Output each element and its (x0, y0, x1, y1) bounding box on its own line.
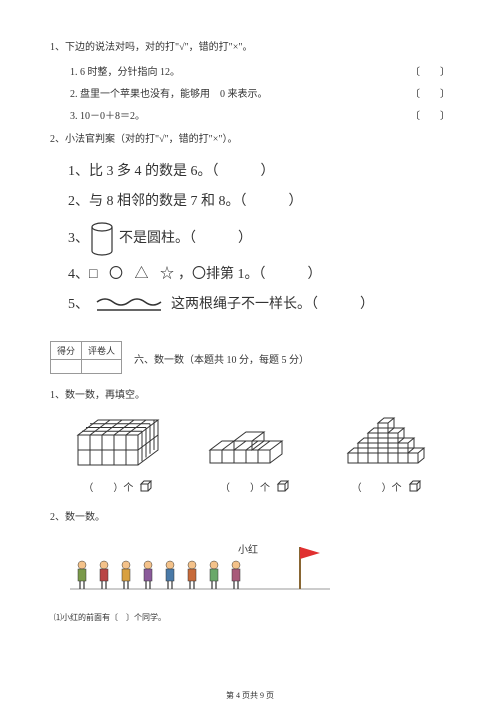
small-cube-icon (139, 479, 153, 493)
q1-2-bracket: 〔 〕 (410, 85, 450, 100)
q1-2-num: 2. (70, 89, 78, 100)
small-cube-icon (408, 479, 422, 493)
q2-5-num: 5、 (68, 294, 89, 316)
xiaohong-label: 小红 (238, 543, 258, 556)
q1-3-num: 3. (70, 111, 78, 122)
count-label-3: （ ）个 (352, 479, 402, 494)
q1-1-text: 6 时整，分针指向 12。 (80, 67, 180, 78)
q2-item-1: 1、 比 3 多 4 的数是 6。（ ） (68, 161, 450, 183)
q2-item-2: 2、 与 8 相邻的数是 7 和 8。（ ） (68, 191, 450, 213)
q1-item-3: 3. 10－0＋8＝2。 〔 〕 (70, 107, 450, 122)
cubes-row: （ ）个 （ ）个 (50, 415, 450, 494)
q1-item-2: 2. 盘里一个苹果也没有，能够用 0 来表示。 〔 〕 (70, 85, 450, 100)
people-queue: 小红 (70, 539, 450, 598)
q2-1-text: 比 3 多 4 的数是 6。（ ） (89, 161, 275, 183)
q1-2-text: 盘里一个苹果也没有，能够用 0 来表示。 (80, 89, 268, 100)
q2-item-3: 3、 不是圆柱。（ ） (68, 222, 450, 256)
section6-title: 六、数一数（本题共 10 分，每题 5 分） (134, 351, 309, 366)
q2-2-text: 与 8 相邻的数是 7 和 8。（ ） (89, 191, 303, 213)
q2-item-5: 5、 这两根绳子不一样长。（ ） (68, 294, 450, 316)
score-header-1: 得分 (51, 341, 82, 359)
footer-question: ⑴小红的前面有〔 〕个同学。 (54, 612, 450, 623)
count2-title: 2、数一数。 (50, 510, 450, 525)
q2-4-num: 4、 (68, 264, 89, 286)
q1-3-text: 10－0＋8＝2。 (80, 111, 145, 122)
q2-item-4: 4、 □ 〇 △ ☆ ，〇排第 1。（ ） (68, 264, 450, 286)
cube-group-1: （ ）个 (68, 415, 168, 494)
shape-sequence: □ 〇 △ ☆ (89, 264, 178, 286)
small-cube-icon (276, 479, 290, 493)
q2-2-num: 2、 (68, 191, 89, 213)
q2-4-text: ，〇排第 1。（ ） (178, 264, 322, 286)
q1-1-bracket: 〔 〕 (410, 63, 450, 78)
score-blank-2 (82, 359, 122, 373)
count-label-2: （ ）个 (220, 479, 270, 494)
count1-title: 1、数一数，再填空。 (50, 388, 450, 403)
cube-stack-1 (68, 415, 168, 470)
page-number: 第 4 页共 9 页 (226, 690, 274, 701)
cube-stack-3 (342, 415, 432, 470)
score-section: 得分 评卷人 六、数一数（本题共 10 分，每题 5 分） (50, 341, 450, 374)
cylinder-icon (89, 222, 115, 256)
q1-item-1: 1. 6 时整，分针指向 12。 〔 〕 (70, 63, 450, 78)
wavy-lines-icon (95, 296, 165, 314)
cube-stack-2 (205, 415, 305, 470)
q1-1-num: 1. (70, 67, 78, 78)
q1-3-bracket: 〔 〕 (410, 107, 450, 122)
q2-1-num: 1、 (68, 161, 89, 183)
score-header-2: 评卷人 (82, 341, 122, 359)
q2-5-text: 这两根绳子不一样长。（ ） (171, 294, 374, 316)
count-label-1: （ ）个 (83, 479, 133, 494)
cube-group-3: （ ）个 (342, 415, 432, 494)
score-blank-1 (51, 359, 82, 373)
q2-3-text: 不是圆柱。（ ） (119, 228, 252, 250)
q1-title: 1、下边的说法对吗，对的打"√"，错的打"×"。 (50, 40, 450, 55)
cube-group-2: （ ）个 (205, 415, 305, 494)
q2-title: 2、小法官判案（对的打"√"，错的打"×"）。 (50, 132, 450, 147)
score-table: 得分 评卷人 (50, 341, 122, 374)
queue-illustration: 小红 (70, 539, 330, 595)
q2-3-num: 3、 (68, 228, 89, 250)
